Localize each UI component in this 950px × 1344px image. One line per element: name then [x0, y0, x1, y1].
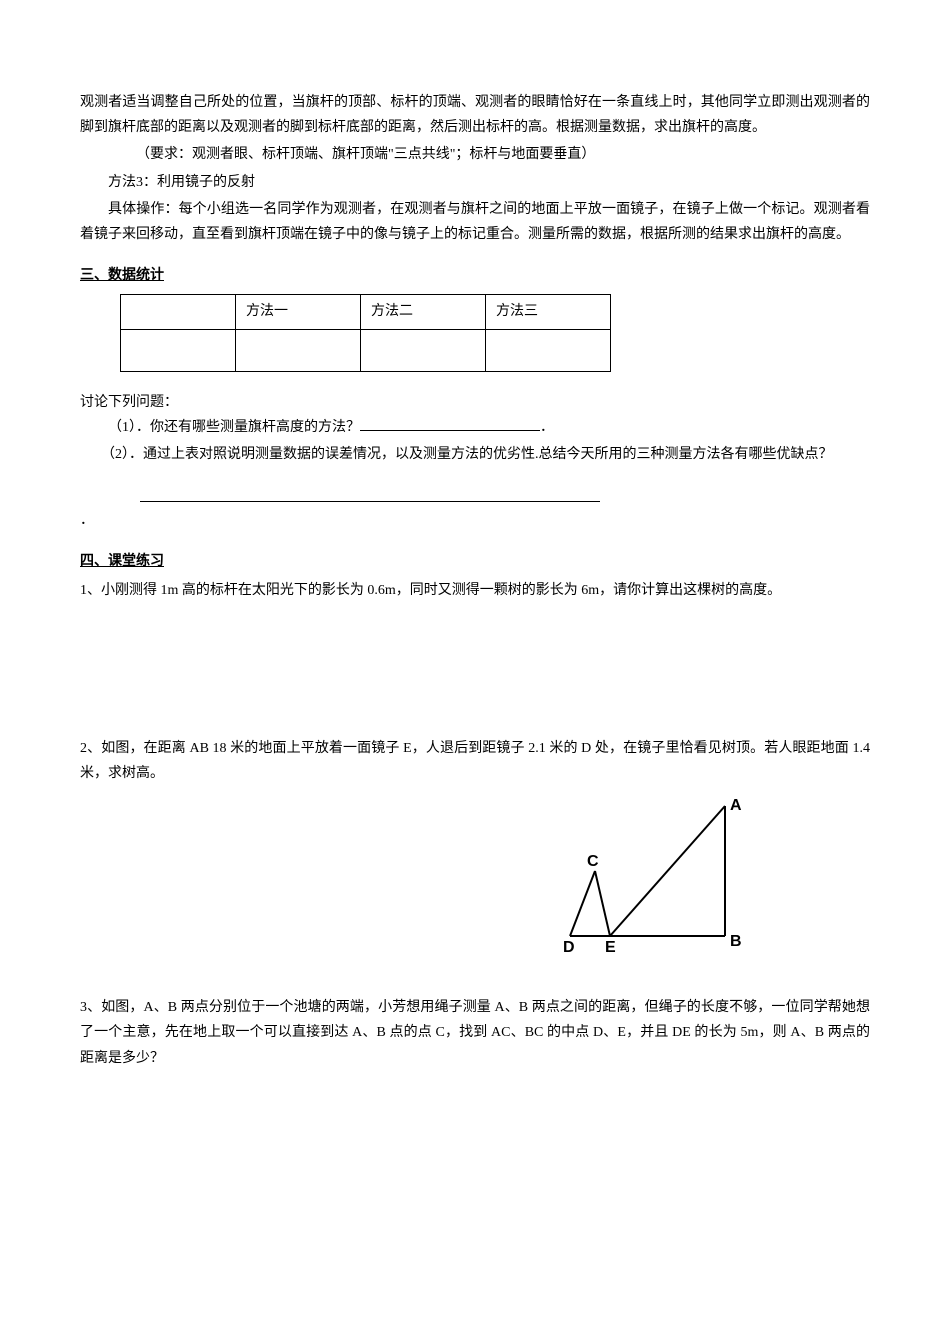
blank-long-container: ． — [80, 501, 870, 533]
label-c: C — [587, 853, 599, 870]
line-ce — [595, 871, 610, 936]
q1-suffix: ． — [540, 420, 554, 435]
exercise-2: 2、如图，在距离 AB 18 米的地面上平放着一面镜子 E，人退后到距镜子 2.… — [80, 736, 870, 786]
table-data-row — [121, 329, 611, 371]
intro-p2: （要求：观测者眼、标杆顶端、旗杆顶端"三点共线"；标杆与地面要垂直） — [80, 142, 870, 167]
exercise-1: 1、小刚测得 1m 高的标杆在太阳光下的影长为 0.6m，同时又测得一颗树的影长… — [80, 578, 870, 603]
line-ea — [610, 806, 725, 936]
table-header-3: 方法三 — [486, 295, 611, 329]
stats-table: 方法一 方法二 方法三 — [120, 294, 611, 371]
gap-1 — [80, 606, 870, 736]
table-header-1: 方法一 — [236, 295, 361, 329]
section3-title: 三、数据统计 — [80, 263, 870, 288]
label-b: B — [730, 933, 742, 950]
intro-p3: 方法3：利用镜子的反射 — [80, 170, 870, 195]
label-a: A — [730, 797, 742, 814]
triangle-figure: A B C D E — [80, 796, 870, 965]
question-2: （2）．通过上表对照说明测量数据的误差情况，以及测量方法的优劣性.总结今天所用的… — [101, 442, 870, 467]
table-cell — [486, 329, 611, 371]
table-cell — [236, 329, 361, 371]
intro-p4: 具体操作：每个小组选一名同学作为观测者，在观测者与旗杆之间的地面上平放一面镜子，… — [80, 197, 870, 247]
table-cell-empty — [121, 295, 236, 329]
intro-p1: 观测者适当调整自己所处的位置，当旗杆的顶部、标杆的顶端、观测者的眼睛恰好在一条直… — [80, 90, 870, 140]
table-header-row: 方法一 方法二 方法三 — [121, 295, 611, 329]
q1-text: （1）．你还有哪些测量旗杆高度的方法？ — [108, 420, 360, 435]
section4-title: 四、课堂练习 — [80, 549, 870, 574]
blank-suffix: ． — [80, 513, 94, 528]
blank-line-long — [140, 501, 600, 502]
table-header-2: 方法二 — [361, 295, 486, 329]
table-cell — [361, 329, 486, 371]
exercise-3: 3、如图，A、B 两点分别位于一个池塘的两端，小芳想用绳子测量 A、B 两点之间… — [80, 995, 870, 1071]
stats-table-container: 方法一 方法二 方法三 — [120, 294, 870, 371]
line-dc — [570, 871, 595, 936]
table-cell — [121, 329, 236, 371]
label-e: E — [605, 939, 616, 956]
triangle-svg: A B C D E — [560, 796, 750, 956]
discussion-label: 讨论下列问题： — [80, 390, 870, 415]
label-d: D — [563, 939, 575, 956]
blank-line-short — [360, 430, 540, 431]
question-1: （1）．你还有哪些测量旗杆高度的方法？ ． — [80, 415, 870, 440]
